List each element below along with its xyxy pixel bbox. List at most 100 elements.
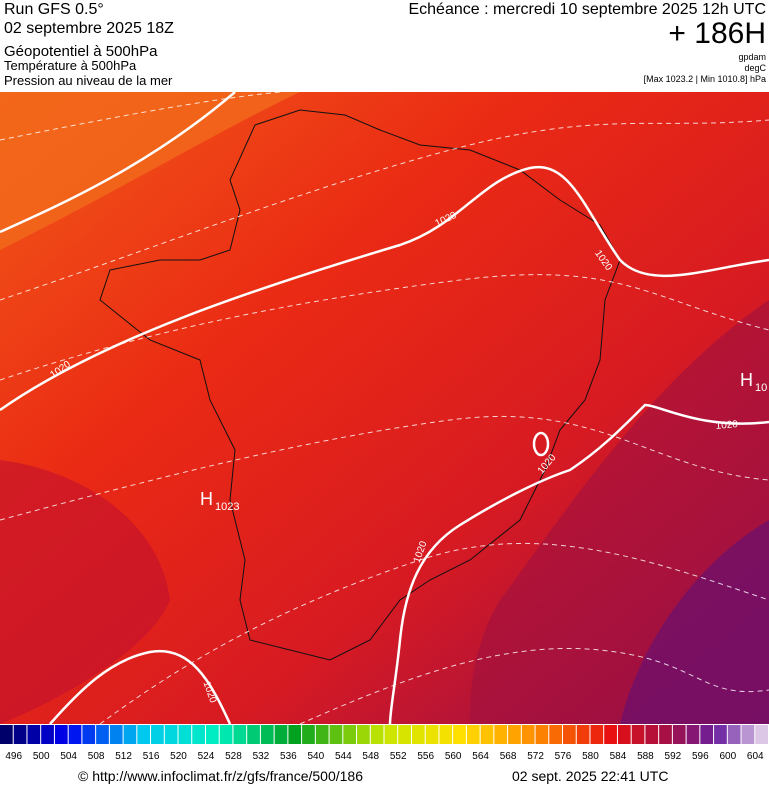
- color-swatch: [205, 725, 219, 744]
- color-swatch: [617, 725, 631, 744]
- color-swatch: [164, 725, 178, 744]
- colorbar-label: 536: [280, 751, 297, 762]
- colorbar-label: 556: [417, 751, 434, 762]
- color-swatch: [398, 725, 411, 744]
- color-swatch: [672, 725, 686, 744]
- color-swatch: [755, 725, 768, 744]
- colorbar-label: 544: [335, 751, 352, 762]
- color-swatch: [631, 725, 645, 744]
- isobar-label: 1020: [715, 419, 739, 432]
- color-swatch: [54, 725, 68, 744]
- field: Pression au niveau de la mer: [4, 73, 173, 88]
- colorbar-label: 500: [33, 751, 50, 762]
- color-swatch: [96, 725, 109, 744]
- color-swatch: [549, 725, 563, 744]
- color-swatch: [453, 725, 466, 744]
- color-swatch: [233, 725, 247, 744]
- color-swatch: [576, 725, 590, 744]
- color-swatch: [219, 725, 233, 744]
- header: Run GFS 0.5° 02 septembre 2025 18Z Géopo…: [4, 1, 767, 88]
- color-swatch: [439, 725, 453, 744]
- color-swatch: [714, 725, 727, 744]
- colorbar-label: 580: [582, 751, 599, 762]
- colorbar-label: 528: [225, 751, 242, 762]
- color-swatch: [329, 725, 343, 744]
- unit: degC: [744, 63, 766, 73]
- forecast: Echéance : mercredi 10 septembre 2025 12…: [408, 1, 766, 18]
- lead-time: + 186H: [668, 17, 766, 50]
- colorbar-label: 548: [362, 751, 379, 762]
- high-label: H: [200, 489, 213, 509]
- color-swatch: [480, 725, 494, 744]
- colorbar-label: 520: [170, 751, 187, 762]
- color-swatch: [82, 725, 96, 744]
- color-swatch: [357, 725, 370, 744]
- color-swatch: [370, 725, 384, 744]
- color-swatch: [178, 725, 192, 744]
- color-swatch: [741, 725, 755, 744]
- colorbar-label: 604: [747, 751, 764, 762]
- map: [0, 92, 769, 724]
- color-swatch: [645, 725, 659, 744]
- colorbar-label: 584: [610, 751, 627, 762]
- color-swatch: [247, 725, 260, 744]
- color-swatch: [109, 725, 123, 744]
- color-swatch: [604, 725, 617, 744]
- color-swatch: [343, 725, 357, 744]
- high-label: H: [740, 370, 753, 390]
- colorbar-label: 588: [637, 751, 654, 762]
- color-swatch: [686, 725, 700, 744]
- color-swatch: [508, 725, 521, 744]
- color-swatch: [123, 725, 137, 744]
- france-outline: [99, 109, 621, 661]
- color-swatch: [535, 725, 549, 744]
- colorbar-label: 552: [390, 751, 407, 762]
- run: Run GFS 0.5°: [4, 1, 104, 18]
- color-swatch: [563, 725, 576, 744]
- color-swatch: [384, 725, 398, 744]
- run-date: 02 septembre 2025 18Z: [4, 20, 174, 37]
- colorbar-label: 516: [143, 751, 160, 762]
- color-swatch: [260, 725, 274, 744]
- color-swatch: [13, 725, 27, 744]
- source-url: © http://www.infoclimat.fr/z/gfs/france/…: [78, 768, 363, 784]
- color-swatch: [425, 725, 439, 744]
- colorbar-label: 524: [198, 751, 215, 762]
- color-swatch: [288, 725, 302, 744]
- isotherms: [0, 92, 769, 724]
- field: Géopotentiel à 500hPa: [4, 43, 158, 60]
- field: Température à 500hPa: [4, 58, 137, 73]
- colorbar-label: 540: [307, 751, 324, 762]
- color-swatch: [151, 725, 164, 744]
- color-swatch: [315, 725, 329, 744]
- colorbar-label: 564: [472, 751, 489, 762]
- colorbar-label: 532: [253, 751, 270, 762]
- colorbar-label: 568: [500, 751, 517, 762]
- color-swatch: [302, 725, 315, 744]
- high-value: 10: [755, 382, 767, 394]
- colorbar-label: 596: [692, 751, 709, 762]
- color-swatch: [274, 725, 288, 744]
- color-swatch: [68, 725, 82, 744]
- color-swatch: [700, 725, 714, 744]
- color-swatch: [27, 725, 41, 744]
- unit: gpdam: [738, 52, 766, 62]
- color-swatch: [192, 725, 205, 744]
- colorbar-label: 592: [665, 751, 682, 762]
- colorbar-label: 496: [5, 751, 22, 762]
- high-value: 1023: [215, 501, 239, 513]
- colorbar-label: 572: [527, 751, 544, 762]
- isobars: [0, 92, 769, 724]
- pressure-range: [Max 1023.2 | Min 1010.8] hPa: [644, 74, 766, 84]
- colorbar-label: 560: [445, 751, 462, 762]
- colorbar-label: 600: [719, 751, 736, 762]
- color-swatch: [0, 725, 13, 744]
- colorbar-label: 504: [60, 751, 77, 762]
- color-swatch: [727, 725, 741, 744]
- color-swatch: [521, 725, 535, 744]
- color-swatch: [659, 725, 672, 744]
- colorbar-label: 576: [555, 751, 572, 762]
- shade: [0, 460, 170, 724]
- colorbar-label: 512: [115, 751, 132, 762]
